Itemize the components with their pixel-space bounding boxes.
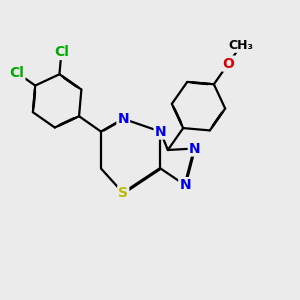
Text: O: O: [222, 57, 234, 70]
Text: Cl: Cl: [10, 66, 24, 80]
Text: S: S: [118, 186, 128, 200]
Text: N: N: [154, 124, 166, 139]
Text: Cl: Cl: [54, 45, 69, 59]
Text: CH₃: CH₃: [229, 39, 253, 52]
Text: N: N: [179, 178, 191, 192]
Text: N: N: [117, 112, 129, 126]
Text: N: N: [189, 142, 200, 155]
